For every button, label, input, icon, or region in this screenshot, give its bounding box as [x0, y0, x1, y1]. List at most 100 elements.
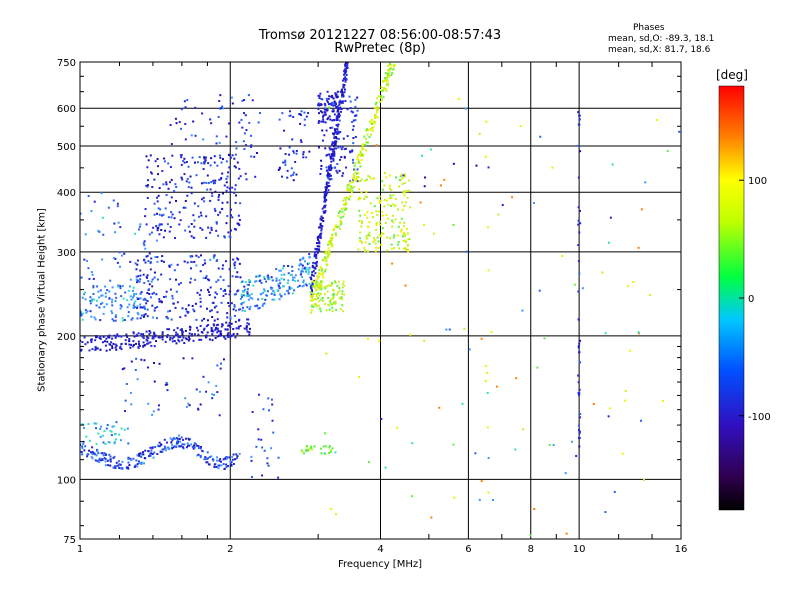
data-point [127, 315, 130, 318]
data-point [322, 114, 325, 117]
data-point [341, 215, 344, 218]
data-point [143, 462, 146, 465]
data-point [110, 341, 113, 344]
data-point [336, 171, 339, 174]
data-point [208, 463, 211, 466]
data-point [349, 180, 352, 183]
data-point [120, 295, 123, 298]
data-point [199, 447, 202, 450]
data-point [114, 314, 117, 317]
data-point [184, 122, 187, 125]
data-point [404, 175, 407, 178]
data-point [235, 147, 238, 150]
data-point [212, 330, 215, 333]
data-point [110, 434, 113, 437]
data-point [234, 153, 237, 156]
data-point [330, 102, 333, 105]
data-point [340, 207, 343, 210]
data-point [201, 112, 204, 115]
data-point [314, 251, 317, 254]
data-point [203, 156, 206, 159]
data-point [169, 336, 172, 339]
data-point [213, 155, 216, 158]
data-point [317, 304, 320, 307]
data-point [515, 377, 518, 380]
data-point [388, 197, 391, 200]
data-point [188, 181, 191, 184]
data-point [192, 236, 195, 239]
data-point [383, 184, 386, 187]
data-point [336, 226, 339, 229]
data-point [118, 251, 121, 254]
data-point [661, 399, 664, 402]
data-point [166, 383, 169, 386]
data-point [360, 240, 363, 243]
data-point [325, 191, 328, 194]
data-point [147, 288, 150, 291]
data-point [104, 295, 107, 298]
data-point [302, 284, 305, 287]
data-point [142, 341, 145, 344]
data-point [293, 276, 296, 279]
data-point [406, 11, 408, 13]
y-tick-label: 300 [57, 248, 76, 259]
data-point [327, 181, 330, 184]
data-point [261, 446, 264, 449]
data-point [312, 306, 315, 309]
data-point [246, 330, 249, 333]
data-point [80, 212, 82, 215]
data-point [176, 440, 179, 443]
data-point [321, 268, 324, 271]
data-point [243, 327, 246, 330]
data-point [269, 286, 272, 289]
data-point [220, 208, 223, 211]
data-point [106, 289, 109, 292]
data-point [91, 348, 94, 351]
data-point [81, 423, 84, 426]
data-point [366, 211, 369, 214]
data-point [80, 339, 82, 342]
data-point [396, 426, 399, 429]
data-point [514, 448, 517, 451]
data-point [138, 452, 141, 455]
data-point [331, 94, 334, 97]
data-point [217, 198, 220, 201]
data-point [463, 327, 466, 330]
data-point [288, 287, 291, 290]
data-point [146, 315, 149, 318]
data-point [80, 450, 82, 453]
data-point [99, 459, 102, 462]
x-tick-label: 6 [465, 544, 471, 555]
data-point [89, 451, 92, 454]
data-point [165, 441, 168, 444]
data-point [292, 179, 295, 182]
data-point [317, 102, 320, 105]
data-point [246, 306, 249, 309]
data-point [321, 115, 324, 118]
data-point [388, 62, 391, 65]
data-point [113, 465, 116, 468]
data-point [341, 101, 344, 104]
data-point [278, 118, 281, 121]
data-point [327, 296, 330, 299]
data-point [392, 58, 394, 60]
data-point [292, 150, 295, 153]
data-point [298, 264, 301, 267]
data-point [316, 260, 319, 263]
data-point [402, 231, 405, 234]
data-point [202, 196, 205, 199]
data-point [313, 285, 316, 288]
data-point [353, 26, 355, 28]
data-point [326, 169, 329, 172]
data-point [404, 32, 406, 34]
data-point [108, 348, 111, 351]
data-point [218, 334, 221, 337]
data-point [219, 154, 222, 157]
data-point [179, 316, 182, 319]
data-point [173, 269, 176, 272]
data-point [121, 285, 124, 288]
data-point [235, 453, 238, 456]
data-point [259, 293, 262, 296]
data-point [324, 189, 327, 192]
data-point [326, 90, 329, 93]
